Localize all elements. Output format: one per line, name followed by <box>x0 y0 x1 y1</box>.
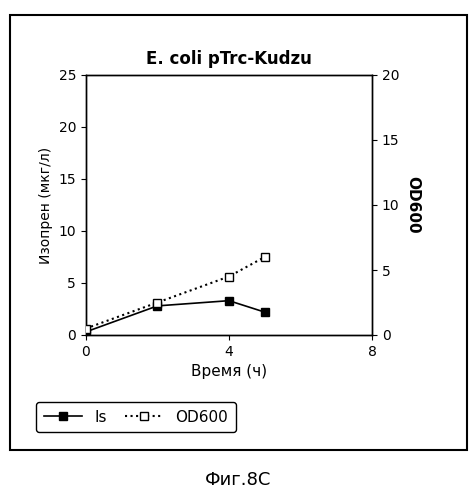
Line: OD600: OD600 <box>81 253 268 332</box>
OD600 <box>261 254 267 260</box>
Is <box>261 309 267 315</box>
OD600 <box>83 326 89 332</box>
Title: E. coli pTrc-Kudzu: E. coli pTrc-Kudzu <box>146 50 311 68</box>
Y-axis label: Изопрен (мкг/л): Изопрен (мкг/л) <box>39 146 53 264</box>
Line: Is: Is <box>81 296 268 336</box>
Text: Фиг.8C: Фиг.8C <box>205 471 271 489</box>
Y-axis label: OD600: OD600 <box>405 176 419 234</box>
Is <box>154 303 160 309</box>
OD600 <box>226 274 231 280</box>
OD600 <box>154 300 160 306</box>
X-axis label: Время (ч): Время (ч) <box>190 364 267 380</box>
Is <box>226 298 231 304</box>
Is <box>83 329 89 335</box>
Legend: Is, OD600: Is, OD600 <box>36 402 236 432</box>
